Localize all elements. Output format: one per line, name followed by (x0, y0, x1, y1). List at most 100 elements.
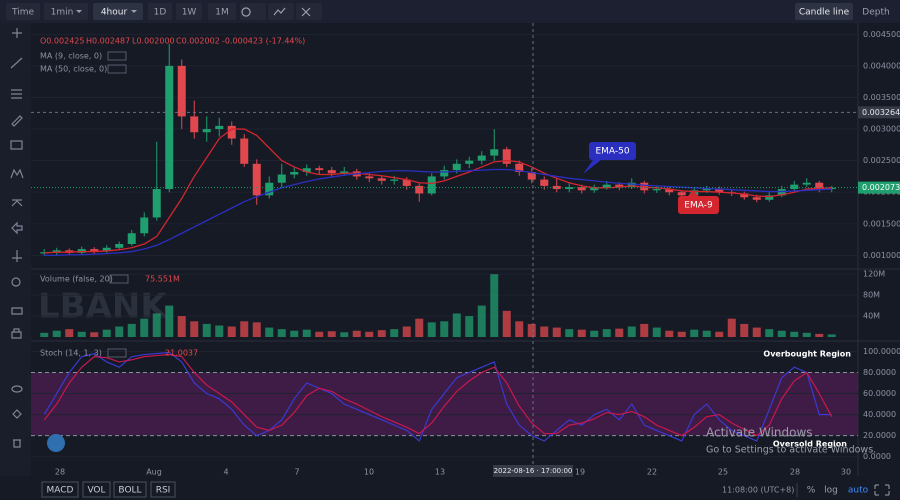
tool-button[interactable] (296, 3, 322, 20)
candle-body (515, 163, 524, 172)
indicator-label[interactable]: MACD (47, 486, 74, 496)
volume-bar (52, 330, 61, 337)
interval-button[interactable] (6, 3, 40, 20)
crosshair-tool[interactable] (12, 28, 22, 38)
text-tool[interactable] (10, 140, 23, 150)
lock-tool[interactable] (11, 328, 22, 339)
volume-bar (340, 332, 349, 337)
crosshair-price: 0.003264 (862, 108, 900, 117)
scale-option[interactable]: auto (848, 486, 869, 496)
interval-label[interactable]: 1W (182, 8, 197, 18)
volume-bar (465, 316, 474, 337)
legend-control[interactable] (109, 274, 129, 284)
candle-body (402, 179, 411, 186)
line-tool[interactable] (10, 57, 23, 69)
time-tag (493, 465, 573, 477)
indicator-button[interactable] (41, 481, 79, 498)
scale-option[interactable]: % (807, 486, 816, 496)
mode-button[interactable] (857, 3, 895, 20)
candle-body (227, 125, 236, 139)
prediction-tool[interactable] (11, 199, 23, 207)
indicator-button[interactable] (82, 481, 111, 498)
tool-button[interactable] (268, 3, 294, 20)
layers-tool[interactable] (12, 409, 22, 419)
left-toolbar (0, 23, 31, 476)
candle-body (565, 187, 574, 190)
indicator-label[interactable]: RSI (156, 486, 171, 496)
indicator-label[interactable]: BOLL (118, 486, 141, 496)
legend-control[interactable] (107, 348, 127, 358)
candle-body (427, 176, 436, 194)
indicator-button[interactable] (150, 481, 176, 498)
fullscreen-icon[interactable] (874, 484, 890, 496)
y-tick-label: 100.0000 (863, 347, 900, 356)
volume-bar (665, 330, 674, 337)
stoch-current: 21.0037 (165, 349, 198, 358)
interval-label[interactable]: 1M (215, 8, 229, 18)
y-tick-label: 40.0000 (863, 410, 896, 419)
candle-body (790, 184, 799, 190)
indicator-button[interactable] (113, 481, 147, 498)
interval-label[interactable]: 1min (51, 8, 74, 18)
indicator-label[interactable]: VOL (87, 486, 105, 496)
zoom-tool[interactable] (11, 277, 21, 287)
volume-bar (152, 313, 161, 337)
interval-button[interactable] (148, 3, 172, 20)
arrow-tool[interactable] (11, 221, 23, 235)
mode-button[interactable] (795, 3, 853, 20)
mode-label[interactable]: Depth (862, 8, 889, 18)
candle-body (465, 160, 474, 164)
volume-bar (690, 329, 699, 337)
interval-button[interactable] (176, 3, 202, 20)
volume-bar (565, 329, 574, 337)
interval-button[interactable] (208, 3, 236, 20)
ma-line (44, 128, 832, 254)
y-tick-label: 0.001500 (863, 219, 900, 228)
annotation-pointer (583, 160, 601, 174)
annotation-box (589, 142, 636, 160)
pattern-tool[interactable] (10, 168, 24, 179)
brush-tool[interactable] (11, 115, 23, 127)
volume-bar (302, 329, 311, 337)
measure-tool[interactable] (12, 250, 22, 262)
interval-label[interactable]: Time (11, 8, 34, 18)
volume-bar (252, 322, 261, 337)
magnet-tool[interactable] (11, 307, 23, 315)
stoch-line (43, 353, 833, 437)
tool-icon (273, 7, 286, 16)
ohlc-value: -0.000423 (-17.44%) (222, 37, 305, 46)
mode-label[interactable]: Candle line (799, 8, 850, 18)
candle-body (615, 184, 624, 188)
volume-bar (402, 326, 411, 337)
x-tick-label: 10 (364, 468, 374, 477)
drawing-tools[interactable] (10, 28, 24, 448)
candle-body (277, 174, 286, 183)
annotation-pointer (688, 190, 698, 196)
volume-bar (515, 321, 524, 337)
tool-button[interactable] (240, 3, 266, 20)
stoch-band (31, 372, 858, 436)
volume-bar (390, 329, 399, 337)
legend-control[interactable] (107, 51, 127, 61)
volume-bar (327, 331, 336, 337)
y-tick-label: 80.0000 (863, 368, 896, 377)
volume-bar (640, 323, 649, 337)
candle-body (177, 65, 186, 117)
ohlc-value: O0.002425 (40, 37, 84, 46)
scale-option[interactable]: log (824, 486, 838, 496)
fib-tool[interactable] (11, 89, 22, 99)
interval-label[interactable]: 1D (154, 8, 167, 18)
interval-button[interactable] (93, 3, 143, 20)
x-tick-label: 28 (55, 468, 65, 477)
volume-bar (815, 333, 824, 337)
candle-body (377, 178, 386, 181)
dropdown-caret (76, 10, 82, 13)
interval-label[interactable]: 4hour (101, 8, 128, 18)
trash-tool[interactable] (13, 439, 21, 448)
visibility-tool[interactable] (11, 385, 23, 393)
ohlc-value: H0.002487 (86, 37, 130, 46)
interval-button[interactable] (44, 3, 88, 20)
price-tag (858, 106, 900, 119)
legend-control[interactable] (107, 64, 127, 74)
